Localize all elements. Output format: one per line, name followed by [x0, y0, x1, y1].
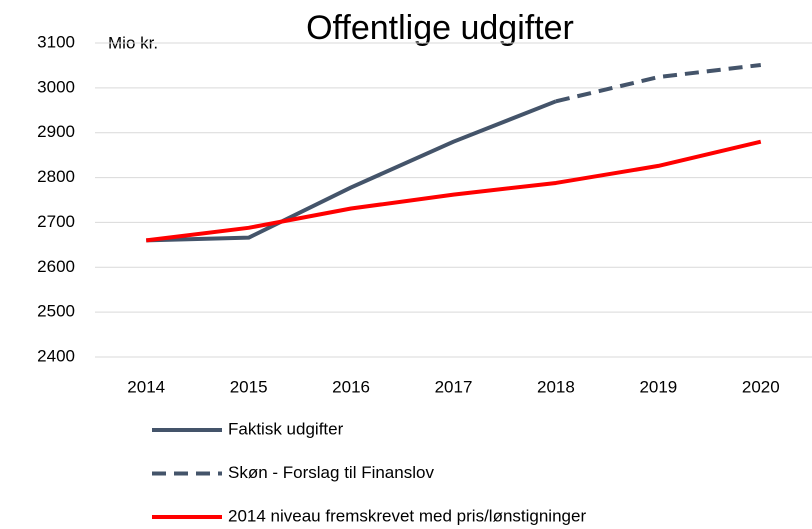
legend-label: 2014 niveau fremskrevet med pris/lønstig…	[228, 506, 586, 525]
x-tick-label: 2017	[435, 377, 473, 396]
legend-label: Skøn - Forslag til Finanslov	[228, 463, 434, 482]
x-tick-label: 2015	[230, 377, 268, 396]
series-line	[555, 62, 762, 104]
series-line	[146, 99, 557, 243]
x-tick-label: 2014	[127, 377, 165, 396]
y-tick-label: 2400	[37, 346, 75, 365]
x-tick-label: 2016	[332, 377, 370, 396]
y-tick-label: 3100	[37, 32, 75, 51]
y-tick-label: 2600	[37, 257, 75, 276]
y-tick-label: 3000	[37, 77, 75, 96]
series-line	[145, 139, 762, 243]
x-tick-label: 2019	[639, 377, 677, 396]
y-tick-label: 2800	[37, 167, 75, 186]
y-tick-label: 2500	[37, 302, 75, 321]
x-tick-label: 2018	[537, 377, 575, 396]
chart-title: Offentlige udgifter	[306, 9, 574, 47]
y-tick-label: 2700	[37, 212, 75, 231]
y-tick-label: 2900	[37, 122, 75, 141]
x-tick-label: 2020	[742, 377, 780, 396]
legend-label: Faktisk udgifter	[228, 419, 344, 438]
